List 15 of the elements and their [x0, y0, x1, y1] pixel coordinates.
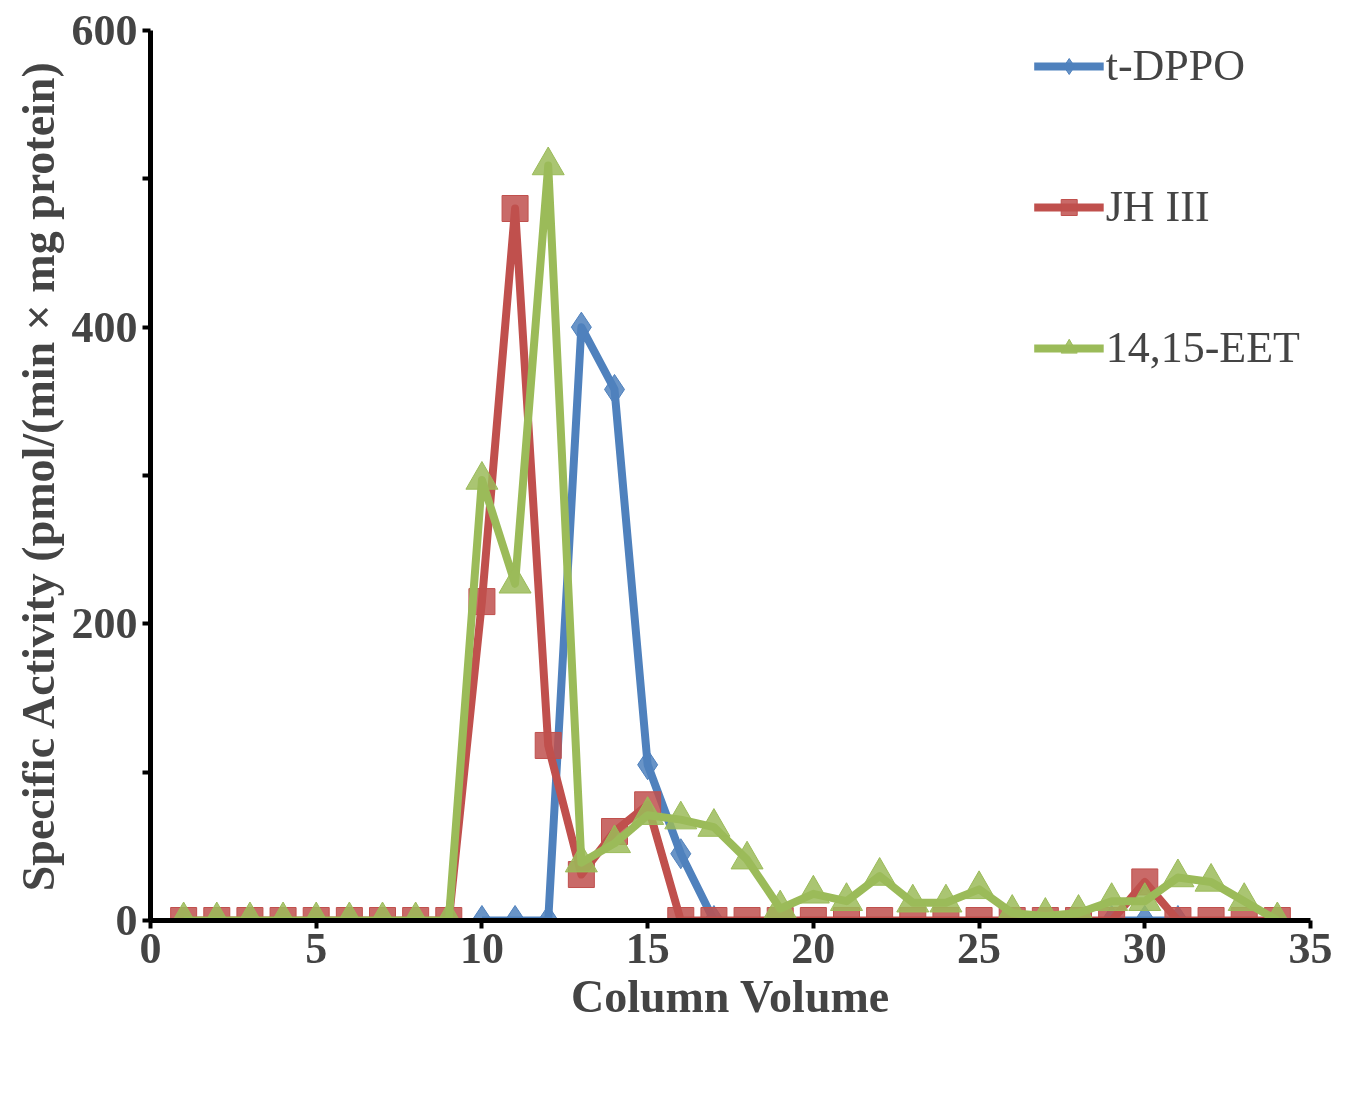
- x-tick-label: 25: [957, 923, 1002, 973]
- legend-label: t-DPPO: [1105, 40, 1246, 91]
- x-tick-label: 5: [305, 923, 328, 973]
- y-axis-title: Specific Activity (pmol/(min × mg protein): [12, 62, 64, 892]
- x-axis-title: Column Volume: [570, 970, 890, 1022]
- x-tick-label: 20: [791, 923, 836, 973]
- y-tick-label: 200: [71, 599, 138, 649]
- x-tick-label: 35: [1288, 923, 1333, 973]
- x-tick-label: 15: [625, 923, 670, 973]
- y-tick-label: 600: [71, 6, 138, 55]
- x-tick-label: 30: [1122, 923, 1167, 973]
- x-tick-label: 10: [459, 923, 504, 973]
- legend-label: 14,15-EET: [1105, 322, 1300, 373]
- legend-label: JH III: [1105, 181, 1210, 232]
- y-tick-label: 400: [71, 302, 138, 352]
